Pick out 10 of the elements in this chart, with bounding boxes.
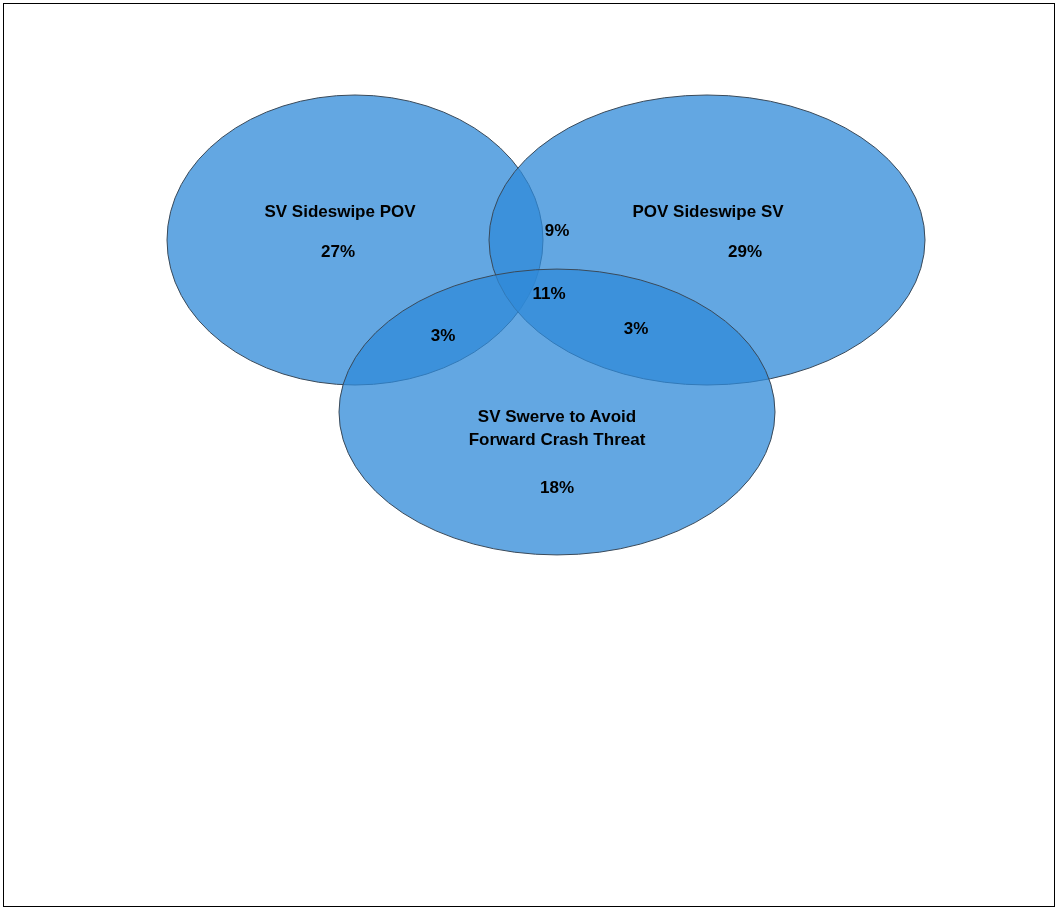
text: 3% xyxy=(623,318,649,338)
category-label: POV Sideswipe SV xyxy=(632,201,785,221)
text: 11% xyxy=(532,283,566,303)
text: 9% xyxy=(544,220,570,240)
data-label: 27% xyxy=(320,241,356,261)
category-label: SV Swerve to Avoid Forward Crash Threat xyxy=(468,406,646,449)
category-label: SV Sideswipe POV xyxy=(264,201,417,221)
data-label: 18% xyxy=(539,477,575,497)
data-label: 29% xyxy=(727,241,763,261)
text: 3% xyxy=(430,325,456,345)
